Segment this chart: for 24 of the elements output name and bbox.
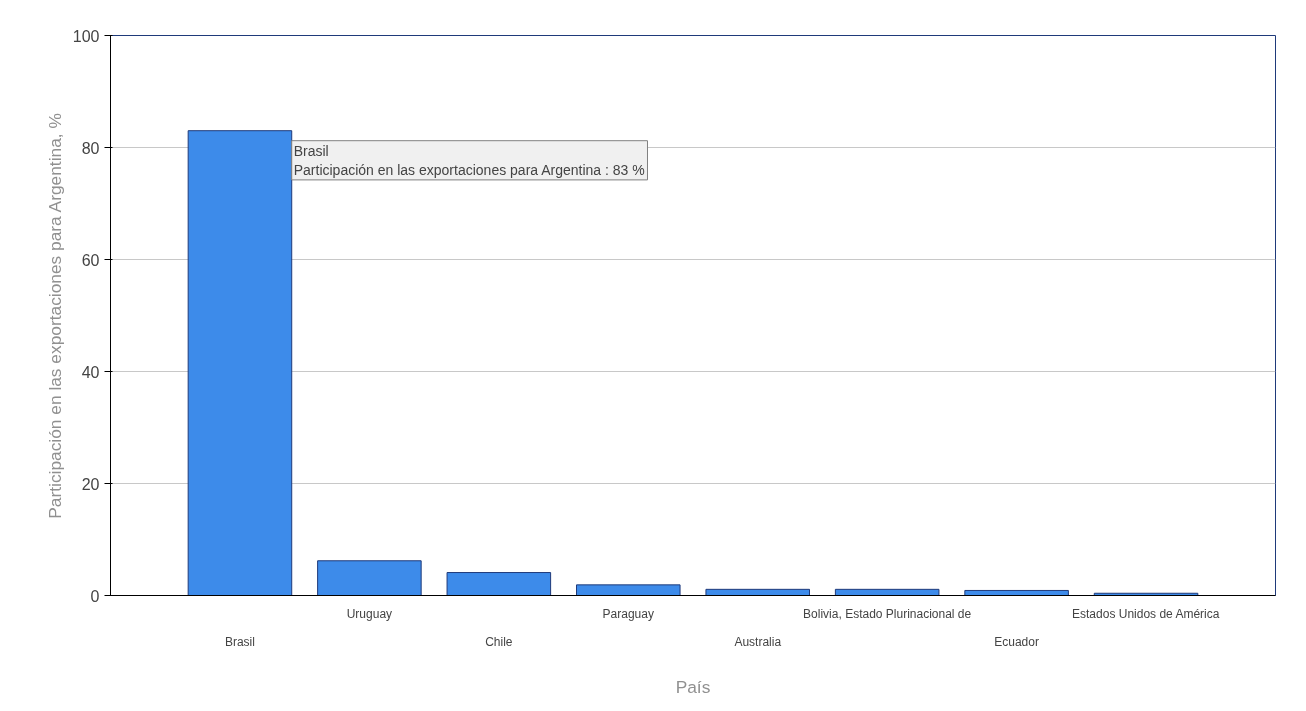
- bar: [446, 572, 552, 596]
- x-tick-label: Estados Unidos de América: [1072, 606, 1220, 621]
- annotation: Brasil Participación en las exportaciones para Argentina : 83 %: [293, 142, 645, 178]
- bar: [834, 588, 940, 596]
- x-tick-label: Uruguay: [346, 606, 393, 621]
- y-tick-label: 60: [81, 251, 100, 269]
- x-tick-label: Australia: [734, 634, 782, 649]
- x-tick-label: Paraguay: [602, 606, 654, 621]
- y-tick-label: 0: [90, 587, 100, 605]
- y-axis-title: Participación en las exportaciones para Argentina, %: [44, 113, 65, 519]
- bar: [705, 588, 810, 596]
- x-tick-label: Bolivia, Estado Plurinacional de: [803, 606, 972, 621]
- y-tick-label: 100: [72, 27, 100, 45]
- bar: [187, 130, 293, 596]
- y-tick-label: 80: [81, 139, 100, 157]
- x-tick-label: Brasil: [224, 634, 255, 649]
- bar: [317, 560, 422, 596]
- bar: [576, 584, 681, 596]
- x-tick-label: Chile: [485, 634, 513, 649]
- bar: [964, 589, 1069, 596]
- y-tick-label: 20: [81, 475, 100, 493]
- x-tick-label: Ecuador: [994, 634, 1039, 649]
- y-tick-label: 40: [81, 363, 100, 381]
- x-axis-title: País: [675, 676, 711, 697]
